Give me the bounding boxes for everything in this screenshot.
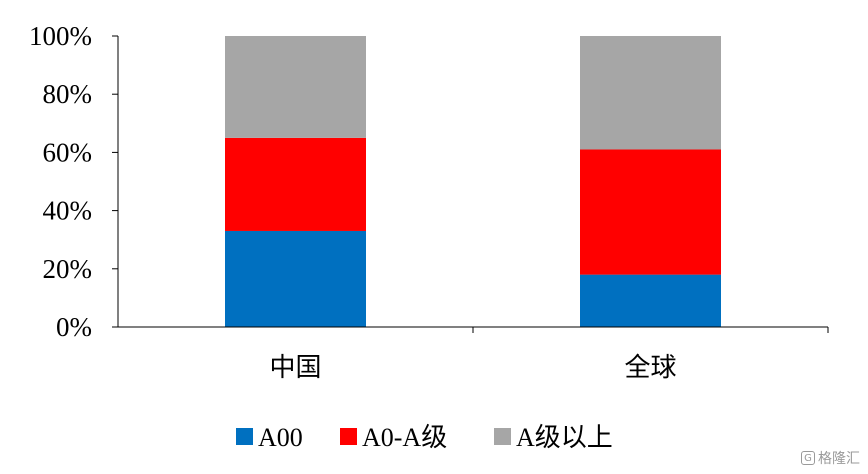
bar-1-series-2 — [225, 137, 366, 231]
legend-label-2: A0-A级 — [362, 423, 447, 452]
y-tick-labels: 0% 20% 40% 60% 80% 100% — [29, 21, 92, 342]
x-label-2: 全球 — [624, 353, 676, 383]
y-tick-label-5: 80% — [43, 79, 93, 109]
bar-1-series-3 — [225, 36, 366, 138]
bar-2-series-2 — [580, 149, 721, 275]
y-tick-label-3: 40% — [43, 196, 93, 226]
legend-label-1: A00 — [258, 423, 303, 452]
x-category-labels: 中国 全球 — [269, 353, 676, 383]
bar-2-series-3 — [580, 36, 721, 150]
y-tick-label-1: 0% — [56, 312, 92, 342]
axes-group — [112, 35, 829, 333]
y-tick-label-6: 100% — [29, 21, 92, 51]
bars-group — [225, 36, 721, 327]
bar-1-series-1 — [225, 230, 366, 327]
watermark: G 格隆汇 — [801, 448, 860, 468]
legend: A00 A0-A级 A级以上 — [236, 423, 613, 452]
legend-swatch-a — [494, 428, 511, 445]
x-label-1: 中国 — [269, 353, 321, 383]
y-tick-label-4: 60% — [43, 137, 93, 167]
legend-label-3: A级以上 — [516, 423, 613, 452]
bar-2-series-1 — [580, 274, 721, 327]
legend-swatch-a0-a — [340, 428, 357, 445]
logo-icon: G — [801, 451, 815, 465]
watermark-text: 格隆汇 — [818, 451, 860, 467]
y-tick-label-2: 20% — [43, 254, 93, 284]
legend-swatch-a00 — [236, 428, 253, 445]
